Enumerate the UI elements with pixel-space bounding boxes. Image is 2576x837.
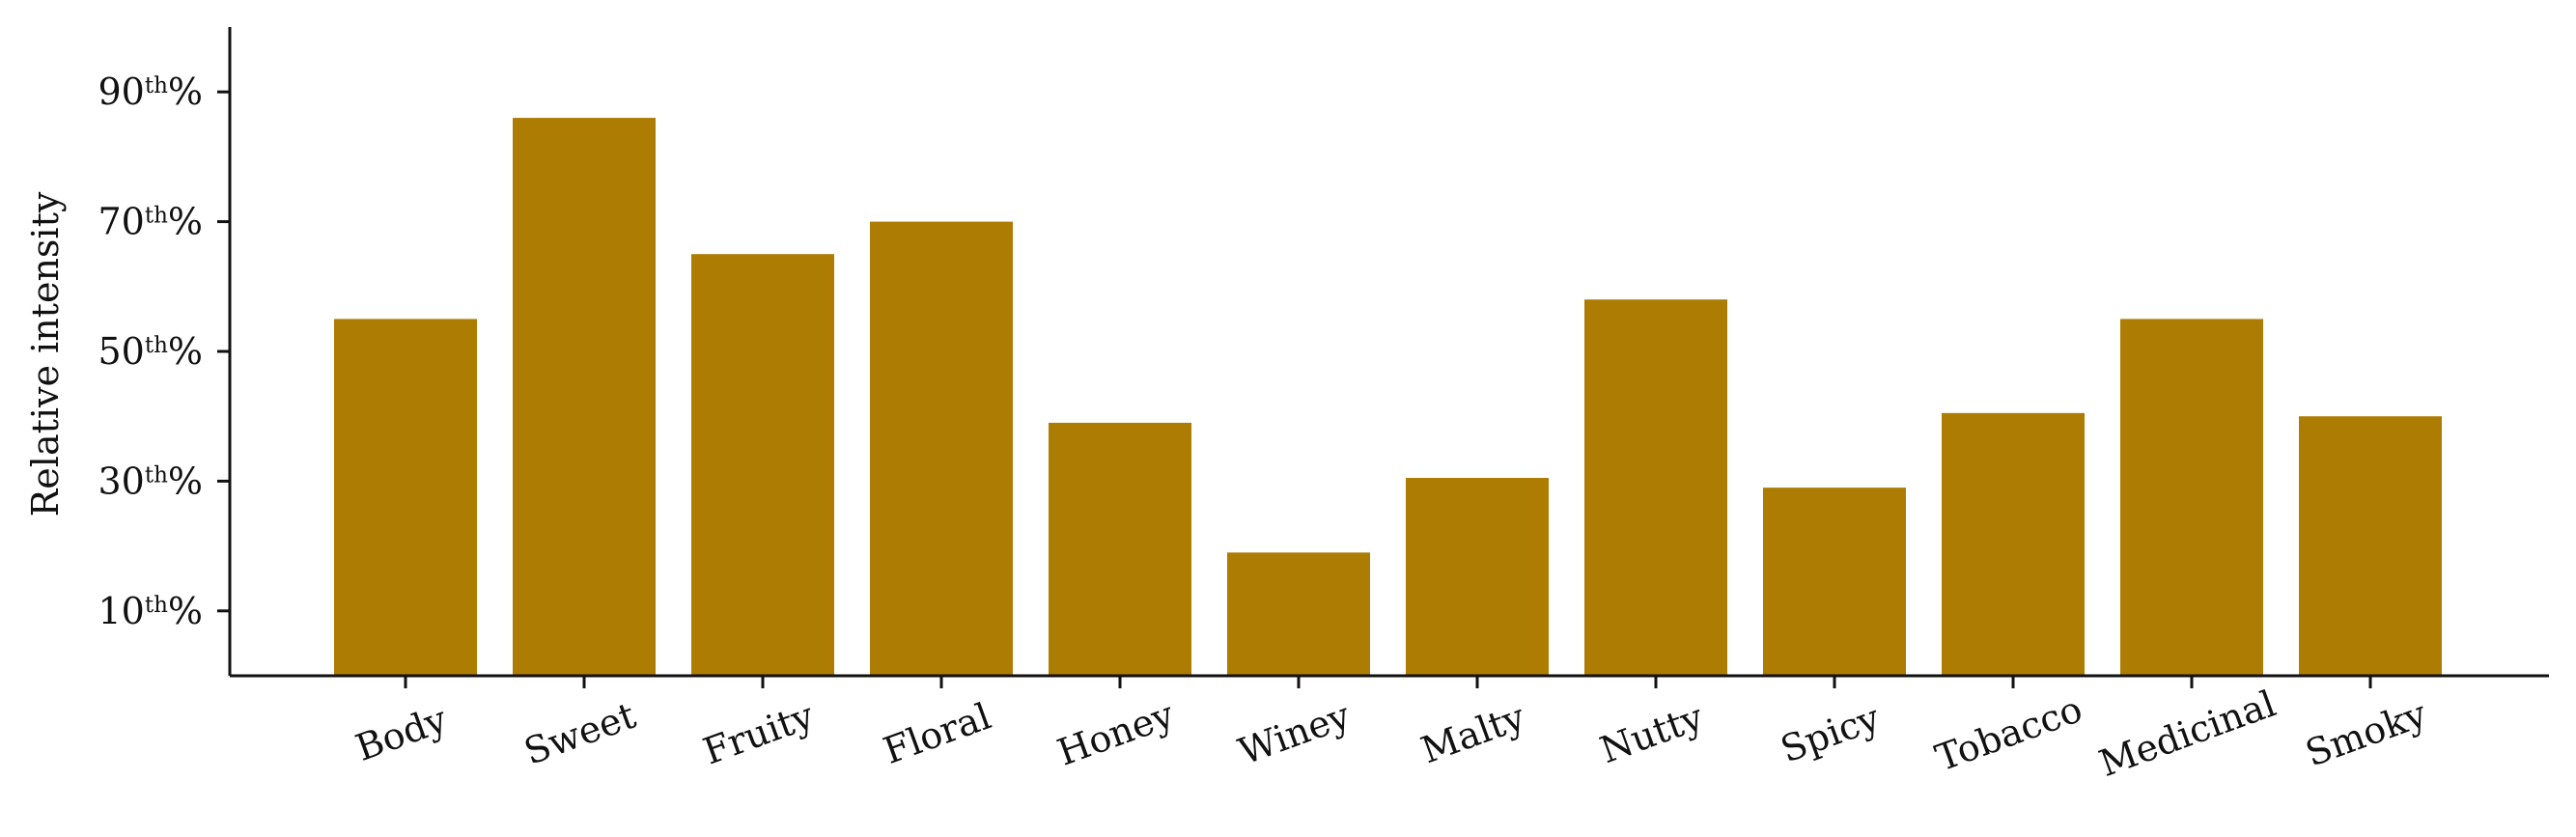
x-tick-label: Fruity bbox=[698, 694, 820, 773]
x-axis-ticks: Body Sweet Fruity Floral Honey Winey Malty Nutt… bbox=[350, 676, 2432, 786]
x-tick-label: Smoky bbox=[2300, 692, 2432, 775]
x-tick-label: Winey bbox=[1233, 694, 1356, 773]
bar-floral bbox=[870, 221, 1013, 676]
y-tick-label: 30th% bbox=[98, 460, 203, 502]
bar-tobacco bbox=[1942, 412, 2085, 676]
x-tick-label: Spicy bbox=[1776, 696, 1886, 771]
bar-fruity bbox=[691, 254, 834, 676]
x-tick-label: Nutty bbox=[1594, 695, 1709, 771]
bar-smoky bbox=[2299, 416, 2442, 676]
x-tick-label: Floral bbox=[878, 695, 996, 772]
x-tick-label: Malty bbox=[1415, 695, 1530, 771]
y-axis-title: Relative intensity bbox=[24, 191, 67, 516]
x-tick-label: Body bbox=[350, 697, 453, 769]
bar-medicinal bbox=[2120, 319, 2263, 676]
x-tick-label: Sweet bbox=[518, 694, 641, 773]
y-tick-label: 10th% bbox=[98, 590, 203, 632]
y-tick-label: 50th% bbox=[98, 330, 203, 373]
y-tick-label: 70th% bbox=[98, 201, 203, 243]
x-tick-label: Honey bbox=[1052, 693, 1180, 774]
bar-nutty bbox=[1584, 299, 1727, 676]
x-tick-label: Tobacco bbox=[1930, 687, 2087, 779]
bars-group bbox=[334, 118, 2442, 676]
bar-honey bbox=[1049, 422, 1191, 676]
bar-spicy bbox=[1763, 488, 1906, 676]
bar-sweet bbox=[513, 118, 656, 676]
y-tick-label: 90th% bbox=[98, 70, 203, 113]
bar-winey bbox=[1227, 552, 1370, 676]
y-axis-ticks: 10th% 30th% 50th% 70th% 90th% bbox=[98, 70, 230, 632]
bar-malty bbox=[1406, 478, 1549, 676]
x-tick-label: Medicinal bbox=[2093, 683, 2281, 786]
bar-body bbox=[334, 319, 477, 676]
